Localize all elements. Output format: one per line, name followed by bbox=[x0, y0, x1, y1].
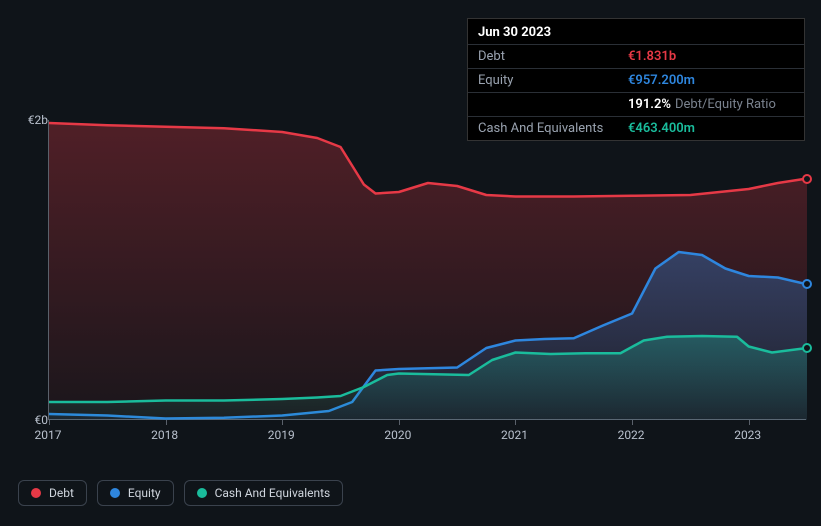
x-axis-tick-label: 2020 bbox=[384, 428, 411, 442]
legend-label: Cash And Equivalents bbox=[215, 486, 331, 500]
series-end-marker bbox=[802, 279, 812, 289]
x-axis-tick-label: 2022 bbox=[618, 428, 645, 442]
y-axis-tick-label: €0 bbox=[35, 413, 49, 427]
x-axis-tick bbox=[399, 420, 400, 425]
x-axis-tick bbox=[632, 420, 633, 425]
series-end-marker bbox=[802, 174, 812, 184]
series-end-marker bbox=[802, 343, 812, 353]
legend-dot-icon bbox=[31, 488, 41, 498]
legend-item[interactable]: Cash And Equivalents bbox=[184, 480, 344, 506]
x-axis-tick-label: 2021 bbox=[501, 428, 528, 442]
legend-item[interactable]: Equity bbox=[97, 480, 174, 506]
x-axis-tick-label: 2017 bbox=[35, 428, 62, 442]
legend-item[interactable]: Debt bbox=[18, 480, 87, 506]
tooltip-date: Jun 30 2023 bbox=[468, 19, 804, 45]
tooltip-row: Cash And Equivalents€463.400m bbox=[468, 117, 804, 140]
tooltip-row: Equity€957.200m bbox=[468, 69, 804, 93]
legend-label: Debt bbox=[49, 486, 74, 500]
tooltip-row: Debt€1.831b bbox=[468, 45, 804, 69]
tooltip-label bbox=[478, 97, 628, 112]
x-axis-tick bbox=[49, 420, 50, 425]
legend-dot-icon bbox=[110, 488, 120, 498]
chart-plot-area bbox=[48, 120, 806, 420]
legend-dot-icon bbox=[197, 488, 207, 498]
chart-svg bbox=[49, 120, 807, 420]
tooltip-value: 191.2% bbox=[628, 97, 671, 112]
tooltip-value: €1.831b bbox=[628, 49, 676, 64]
tooltip-value: €957.200m bbox=[628, 73, 695, 88]
tooltip-value: €463.400m bbox=[628, 121, 695, 136]
x-axis-tick-label: 2018 bbox=[151, 428, 178, 442]
x-axis-tick-label: 2019 bbox=[268, 428, 295, 442]
tooltip-row: 191.2% Debt/Equity Ratio bbox=[468, 93, 804, 117]
x-axis-tick-label: 2023 bbox=[734, 428, 761, 442]
tooltip-label: Cash And Equivalents bbox=[478, 121, 628, 136]
tooltip-suffix: Debt/Equity Ratio bbox=[675, 97, 776, 112]
chart-legend: Debt Equity Cash And Equivalents bbox=[18, 480, 343, 506]
x-axis-tick bbox=[515, 420, 516, 425]
chart-tooltip: Jun 30 2023 Debt€1.831bEquity€957.200m19… bbox=[467, 18, 805, 141]
x-axis-tick bbox=[282, 420, 283, 425]
x-axis-tick bbox=[749, 420, 750, 425]
legend-label: Equity bbox=[128, 486, 161, 500]
tooltip-label: Equity bbox=[478, 73, 628, 88]
x-axis-tick bbox=[166, 420, 167, 425]
y-axis-tick-label: €2b bbox=[28, 113, 48, 127]
tooltip-label: Debt bbox=[478, 49, 628, 64]
